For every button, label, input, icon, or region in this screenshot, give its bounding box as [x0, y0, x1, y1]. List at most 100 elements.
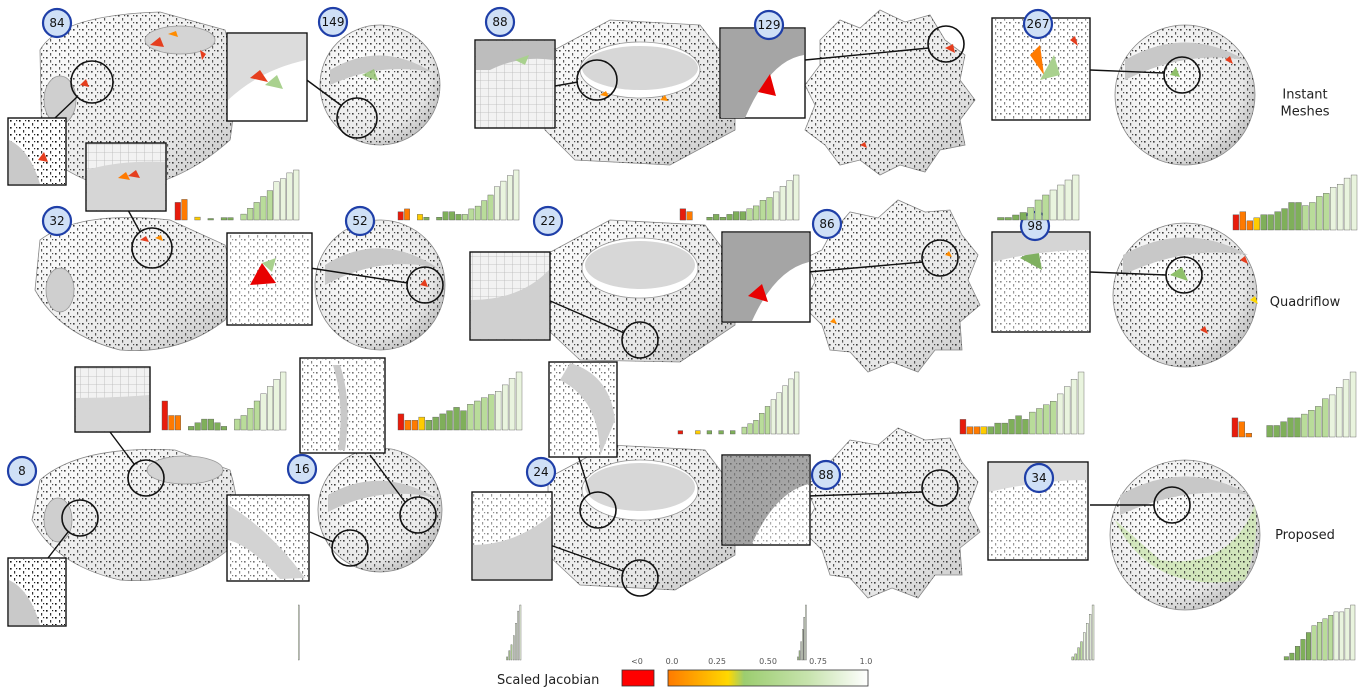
histogram-bar	[487, 194, 494, 221]
histogram-bar	[455, 214, 462, 221]
histogram-bar	[1012, 214, 1020, 221]
histogram-bar	[1266, 425, 1273, 438]
histogram-bar	[718, 430, 724, 435]
histogram-bar	[1091, 604, 1095, 661]
histogram-bar	[1232, 214, 1240, 231]
histogram-bar	[449, 211, 455, 221]
legend-tick: 0.75	[809, 657, 827, 666]
histogram-bar	[1274, 211, 1281, 231]
histogram-bar	[1074, 653, 1077, 661]
defect-badge-circle	[810, 459, 842, 491]
histogram-bar	[234, 418, 241, 431]
method-row-label: Instant	[1282, 88, 1327, 103]
histogram-bar	[746, 208, 753, 221]
defect-count-badge: 88	[492, 15, 507, 29]
defect-badge-circle	[6, 455, 38, 487]
histogram-bar	[481, 200, 488, 221]
histogram-bar	[506, 656, 508, 661]
histogram-bar	[194, 422, 201, 431]
histogram-bar	[753, 205, 760, 221]
histogram-bar	[425, 420, 432, 431]
histogram-bar	[1042, 194, 1050, 221]
histogram-bar	[240, 415, 247, 431]
defect-badge-circle	[41, 7, 73, 39]
histogram-bar	[786, 180, 793, 221]
histogram-bar	[1072, 174, 1080, 221]
histogram-bar	[739, 211, 746, 221]
histogram-bar	[1077, 371, 1085, 435]
histogram-bar	[174, 202, 181, 221]
histogram-bar	[1001, 422, 1008, 435]
defect-count-badge: 34	[1031, 471, 1046, 485]
histogram-bar	[997, 217, 1005, 221]
histogram-bar	[677, 430, 684, 435]
histogram-bar	[1342, 379, 1350, 438]
histogram-bar	[411, 420, 418, 431]
histogram-bar	[181, 199, 188, 221]
histogram-bar	[987, 426, 994, 435]
histogram-bar	[1056, 393, 1064, 435]
histogram-bar	[1323, 193, 1330, 231]
histogram-bar	[280, 178, 287, 221]
histogram-bar	[1349, 371, 1357, 438]
histogram-bar	[220, 426, 227, 431]
legend-tick: 0.0	[666, 657, 679, 666]
histogram-bar	[1050, 401, 1057, 435]
histogram-bar	[1245, 433, 1253, 438]
histogram-bar	[397, 211, 404, 221]
histogram-bar	[462, 214, 468, 221]
histogram-bar	[800, 641, 802, 661]
histogram-bar	[766, 197, 773, 221]
histogram-bar	[1231, 417, 1239, 438]
histogram-bar	[805, 604, 807, 661]
histogram-bar	[776, 392, 782, 435]
histogram-bar	[1246, 220, 1254, 231]
pr-gear-model	[721, 427, 981, 599]
legend-negative-swatch	[621, 669, 655, 687]
qf-gear-model	[721, 199, 981, 373]
histogram-bar	[418, 416, 425, 431]
histogram-bar	[759, 413, 765, 435]
histogram-bar	[1336, 183, 1344, 231]
legend-title: Scaled Jacobian	[497, 673, 599, 688]
histogram-bar	[959, 419, 967, 435]
histogram-bar	[1294, 417, 1301, 438]
histogram-bar	[432, 416, 439, 431]
histogram-bar	[1057, 184, 1065, 221]
defect-badge-circle	[286, 453, 318, 485]
scaled-jacobian-histograms	[161, 169, 1358, 661]
histogram-bar	[741, 426, 747, 435]
defect-count-badge: 98	[1027, 219, 1042, 233]
histogram-bar	[1063, 386, 1071, 435]
histogram-bar	[797, 656, 799, 661]
histogram-bar	[513, 635, 515, 661]
histogram-bar	[1049, 189, 1057, 221]
im-sphere2-model	[991, 17, 1256, 166]
histogram-bar	[1280, 421, 1287, 438]
histogram-bar	[1328, 394, 1336, 438]
histogram-bar	[695, 430, 701, 435]
histogram-bar	[207, 218, 214, 221]
histogram-bar	[994, 422, 1001, 435]
defect-count-badge: 84	[49, 16, 64, 30]
histogram-bar	[1315, 406, 1322, 438]
histogram-bar	[502, 384, 509, 431]
defect-count-badge: 52	[352, 214, 367, 228]
histogram-bar	[733, 211, 740, 221]
pr-sphere-model	[226, 357, 443, 582]
histogram-bar	[495, 391, 502, 431]
histogram-bar	[1288, 202, 1295, 231]
defect-badge-circle	[1023, 462, 1055, 494]
histogram-bar	[1316, 196, 1323, 231]
histogram-bar	[510, 644, 513, 661]
histogram-bar	[515, 371, 523, 431]
histogram-bar	[1239, 211, 1247, 231]
histogram-bar	[1301, 413, 1308, 438]
qf-box-model	[34, 142, 233, 351]
histogram-bar	[194, 216, 201, 221]
histogram-bar	[519, 604, 522, 661]
pr-box-model	[7, 366, 238, 627]
histogram-bar	[966, 426, 974, 435]
histogram-bar	[436, 216, 443, 221]
